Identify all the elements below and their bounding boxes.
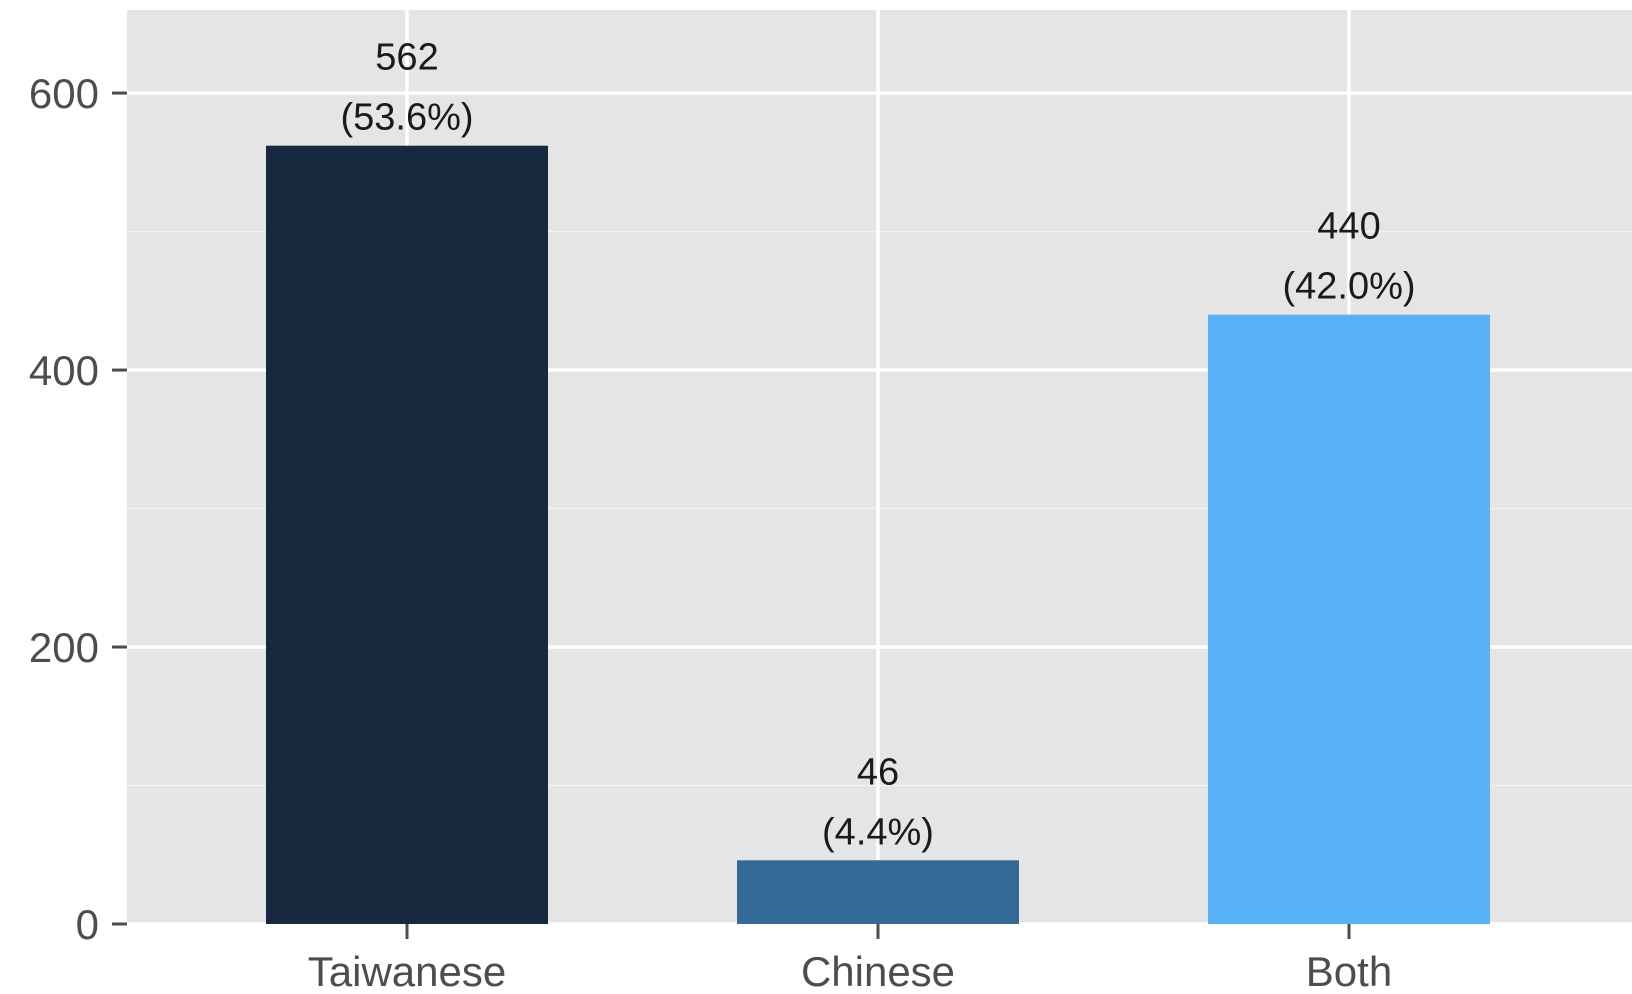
bar-chinese — [737, 860, 1019, 924]
y-tick-label: 200 — [29, 624, 99, 671]
x-tick-label: Taiwanese — [308, 948, 506, 994]
bar-count-label: 562 — [375, 37, 438, 79]
bar-percent-label: (4.4%) — [822, 811, 934, 853]
bars — [266, 145, 1490, 925]
bar-value-labels: 562 (53.6%) 46 (4.4%) 440 (42.0%) — [340, 37, 1415, 854]
bar-both — [1208, 314, 1490, 925]
y-tick-label: 400 — [29, 347, 99, 394]
bar-count-label: 440 — [1317, 206, 1380, 248]
bar-percent-label: (53.6%) — [340, 97, 473, 139]
x-tick-label: Both — [1306, 948, 1392, 994]
x-axis: Taiwanese Chinese Both — [308, 924, 1392, 994]
y-tick-label: 600 — [29, 70, 99, 117]
x-tick-label: Chinese — [801, 948, 955, 994]
y-tick-label: 0 — [76, 901, 99, 948]
bar-percent-label: (42.0%) — [1282, 266, 1415, 308]
y-axis: 0 200 400 600 — [29, 70, 127, 948]
bar-taiwanese — [266, 145, 548, 924]
bar-count-label: 46 — [857, 751, 899, 793]
